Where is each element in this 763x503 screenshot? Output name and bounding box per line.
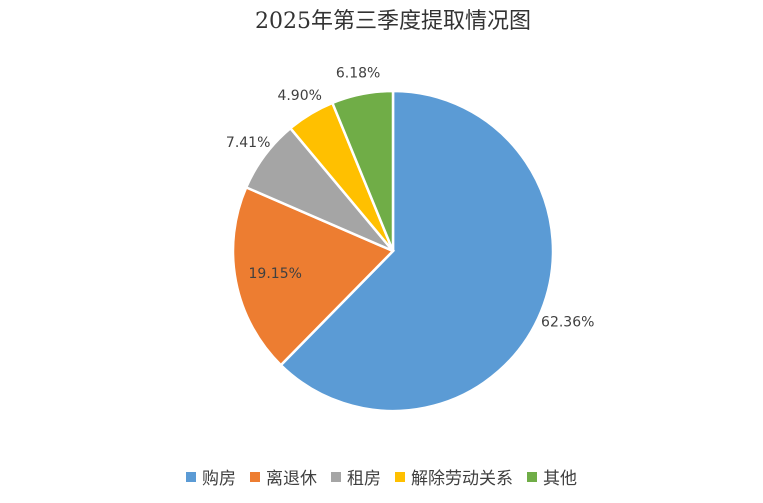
legend-item: 租房 — [331, 464, 381, 489]
data-label: 7.41% — [226, 135, 270, 151]
legend-item: 离退休 — [250, 464, 317, 489]
pie-slice — [231, 185, 396, 367]
legend-label: 租房 — [347, 469, 381, 489]
legend: 购房 离退休 租房 解除劳动关系 其他 — [0, 464, 763, 489]
data-label: 19.15% — [249, 266, 302, 282]
data-label: 6.18% — [336, 66, 380, 82]
legend-swatch — [186, 471, 196, 482]
legend-label: 解除劳动关系 — [411, 469, 513, 489]
legend-label: 其他 — [543, 469, 577, 489]
pie-slice — [279, 89, 555, 413]
chart-title: 2025年第三季度提取情况图 — [255, 9, 531, 34]
legend-item: 其他 — [527, 464, 577, 489]
legend-swatch — [395, 471, 405, 482]
chart: 2025年第三季度提取情况图 62.36% 19.15% 7.41% 4.90% 6.1… — [226, 9, 594, 413]
legend-swatch — [527, 471, 537, 482]
legend-swatch — [250, 471, 260, 482]
legend-label: 购房 — [202, 469, 236, 489]
legend-item: 解除劳动关系 — [395, 464, 513, 489]
legend-swatch — [331, 471, 341, 482]
legend-label: 离退休 — [266, 469, 317, 489]
data-label: 62.36% — [541, 314, 594, 330]
legend-item: 购房 — [186, 464, 236, 489]
data-label: 4.90% — [277, 88, 321, 104]
pie-slice — [330, 89, 395, 252]
